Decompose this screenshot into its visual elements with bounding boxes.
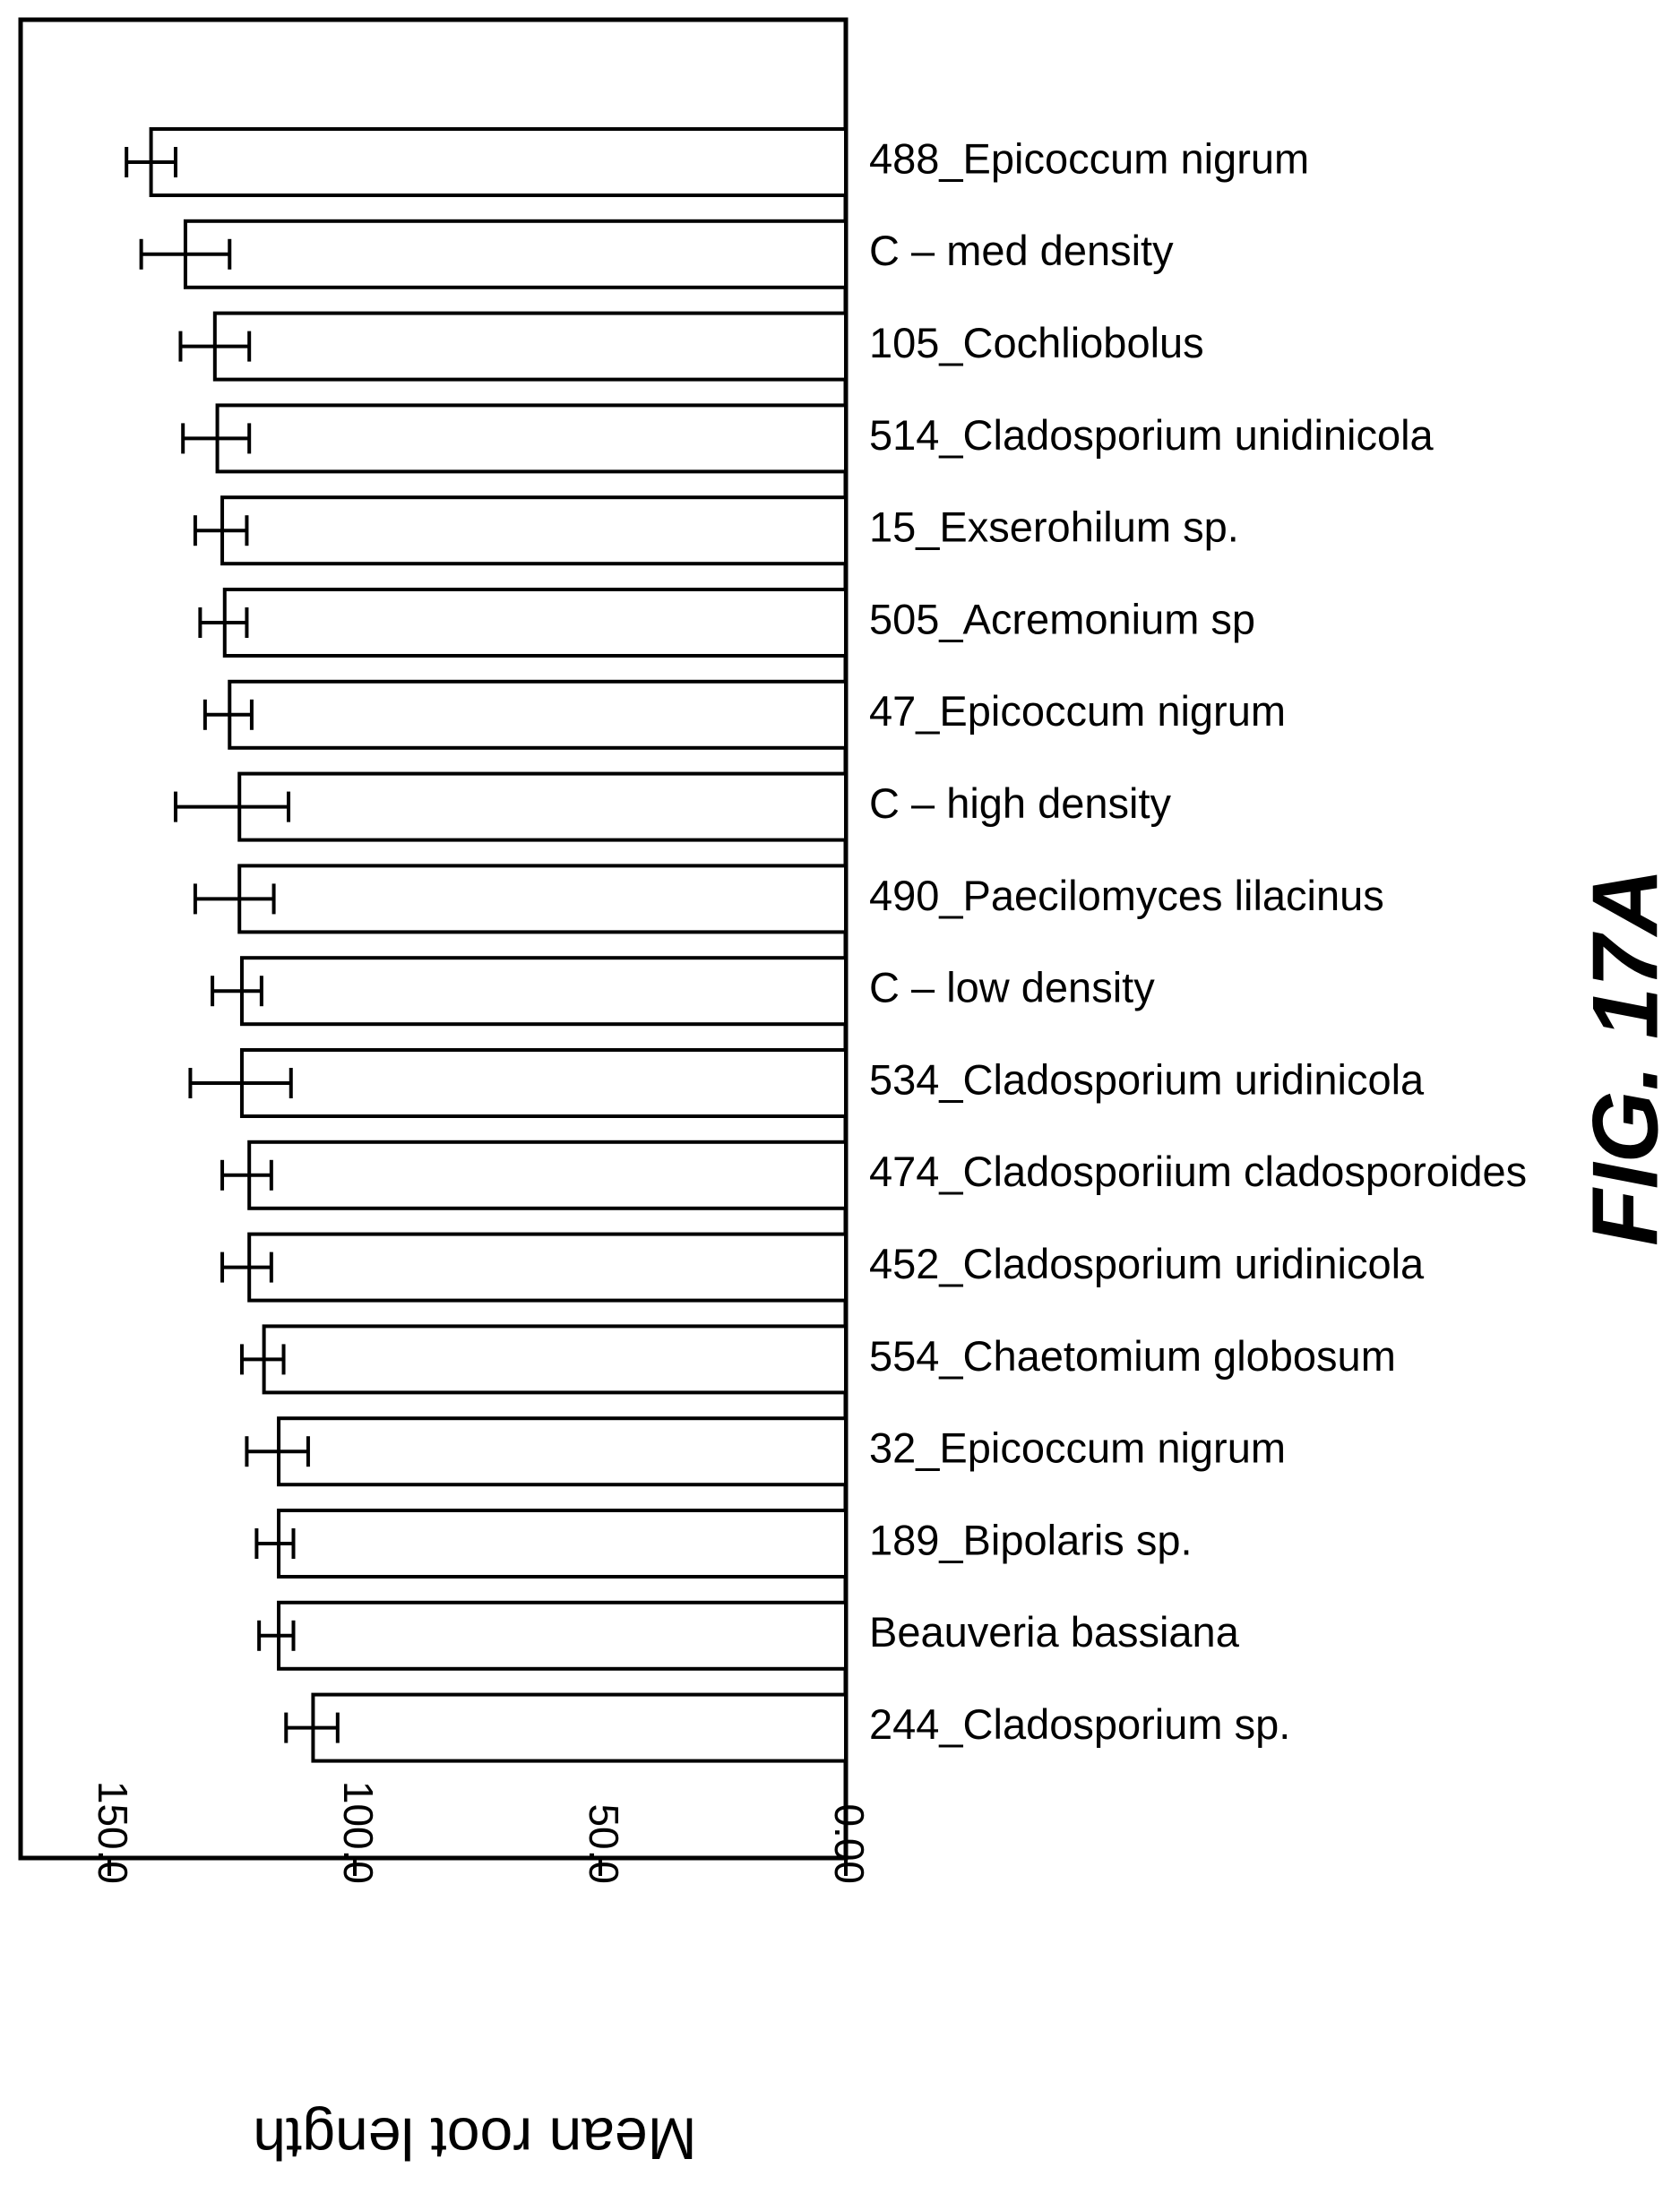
category-label: C – high density — [869, 779, 1172, 827]
bar — [237, 771, 849, 842]
error-bar — [239, 1344, 286, 1375]
bar — [228, 679, 848, 750]
bar — [239, 956, 848, 1027]
error-bar — [220, 1252, 273, 1283]
error-bar — [181, 423, 252, 454]
error-bar — [284, 1712, 340, 1743]
bar — [277, 1416, 848, 1487]
bar — [237, 864, 849, 934]
category-label: C – med density — [869, 227, 1174, 274]
bar — [149, 127, 848, 197]
category-labels: 488_Epicoccum nigrum C – med density 105_C… — [869, 134, 1527, 1748]
bar — [277, 1600, 848, 1671]
category-label: 514_Cladosporium unidinicola — [869, 411, 1434, 459]
bar — [239, 1048, 848, 1118]
error-bar — [254, 1528, 296, 1559]
category-label: 490_Paecilomyces lilacinus — [869, 872, 1384, 919]
tick-label: 0.00 — [826, 1803, 873, 1884]
category-label: 15_Exserohilum sp. — [869, 503, 1239, 551]
bars-layer — [125, 127, 849, 1763]
error-bar — [202, 699, 254, 730]
category-label: 105_Cochliobolus — [869, 319, 1204, 366]
bar — [212, 311, 848, 382]
category-label: Beauveria bassiana — [869, 1608, 1240, 1656]
value-axis-title: Mean root length — [253, 2106, 696, 2172]
category-label: 32_Epicoccum nigrum — [869, 1424, 1286, 1472]
error-bar — [198, 607, 249, 638]
bar — [222, 588, 848, 658]
bar — [183, 219, 848, 289]
bar — [215, 403, 848, 474]
error-bar — [139, 238, 232, 270]
plot-frame — [18, 17, 849, 1861]
category-label: 452_Cladosporium uridinicola — [869, 1240, 1425, 1287]
tick-label: 100.0 — [335, 1781, 382, 1884]
error-bar — [188, 1068, 293, 1098]
error-bar — [257, 1620, 296, 1651]
tick-label: 150.0 — [90, 1781, 136, 1884]
error-bar — [245, 1436, 310, 1467]
bar — [247, 1232, 848, 1303]
category-label: 244_Cladosporium sp. — [869, 1700, 1290, 1748]
error-bar — [193, 515, 249, 546]
bar — [247, 1140, 848, 1210]
bar — [277, 1509, 848, 1579]
category-label: C – low density — [869, 964, 1155, 1011]
figure-label: FIG. 17A — [1573, 868, 1677, 1246]
category-label: 505_Acremonium sp — [869, 595, 1255, 642]
bar — [220, 495, 849, 566]
category-label: 554_Chaetomium globosum — [869, 1332, 1396, 1380]
error-bar — [220, 1159, 273, 1191]
tick-label: 50.0 — [581, 1803, 627, 1884]
error-bar — [125, 147, 177, 177]
category-label: 488_Epicoccum nigrum — [869, 134, 1309, 182]
value-axis: 0.00 50.0 100.0 150.0 — [90, 1781, 873, 1884]
error-bar — [173, 791, 291, 822]
category-label: 534_Cladosporium uridinicola — [869, 1055, 1425, 1103]
error-bar — [211, 976, 263, 1007]
category-label: 474_Cladosporiium cladosporoides — [869, 1148, 1527, 1195]
category-label: 189_Bipolaris sp. — [869, 1516, 1193, 1563]
category-label: 47_Epicoccum nigrum — [869, 687, 1286, 735]
bar — [262, 1324, 848, 1395]
bar — [311, 1692, 849, 1763]
error-bar — [178, 331, 252, 362]
error-bar — [193, 883, 276, 915]
